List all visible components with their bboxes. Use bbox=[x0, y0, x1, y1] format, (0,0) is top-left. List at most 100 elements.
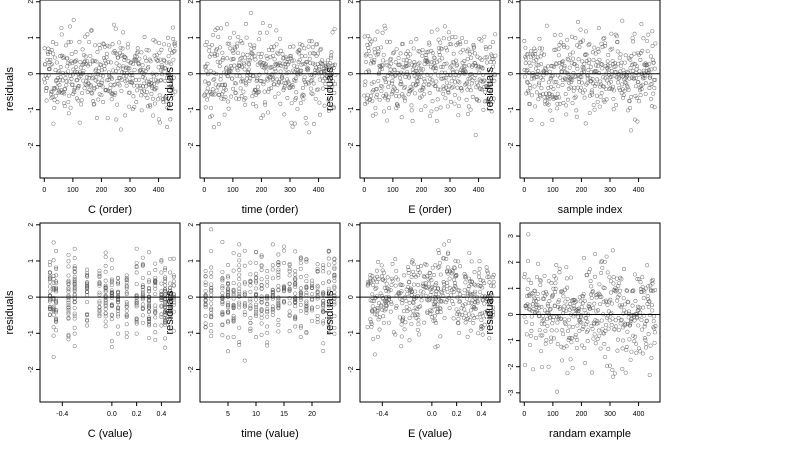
residual-point bbox=[124, 314, 129, 319]
residual-point bbox=[467, 284, 472, 289]
residual-point bbox=[628, 128, 633, 133]
residual-point bbox=[89, 28, 94, 33]
residual-point bbox=[65, 64, 70, 69]
residual-point bbox=[140, 275, 145, 280]
residual-point bbox=[310, 45, 315, 50]
residual-point bbox=[116, 309, 121, 314]
residual-point bbox=[585, 273, 590, 278]
residual-point bbox=[524, 68, 529, 73]
residual-point bbox=[588, 76, 593, 81]
residual-point bbox=[285, 77, 290, 82]
residual-point bbox=[463, 275, 468, 280]
residual-point bbox=[295, 106, 300, 111]
residual-point bbox=[538, 283, 543, 288]
residual-point bbox=[441, 84, 446, 89]
residual-point bbox=[137, 56, 142, 61]
residual-point bbox=[379, 303, 384, 308]
residual-point bbox=[153, 275, 158, 280]
residual-point bbox=[47, 274, 52, 279]
residual-point bbox=[480, 278, 485, 283]
plot-frame bbox=[39, 0, 181, 179]
residual-point bbox=[89, 28, 94, 33]
residual-point bbox=[624, 345, 629, 349]
residual-point bbox=[461, 293, 466, 298]
residual-point bbox=[482, 301, 487, 306]
residual-point bbox=[452, 266, 457, 271]
residual-point bbox=[112, 49, 117, 54]
residual-point bbox=[479, 324, 484, 328]
residual-point bbox=[97, 314, 102, 319]
residual-point bbox=[415, 311, 420, 316]
residual-point bbox=[438, 40, 443, 45]
residual-point bbox=[604, 87, 608, 92]
residual-point bbox=[276, 288, 281, 293]
residual-point bbox=[259, 79, 264, 83]
residual-point bbox=[447, 42, 452, 47]
residual-point bbox=[554, 95, 559, 100]
residual-point bbox=[557, 270, 562, 275]
residual-point bbox=[447, 285, 452, 290]
residual-point bbox=[282, 300, 286, 305]
residual-point bbox=[47, 270, 52, 275]
residual-point bbox=[163, 294, 168, 299]
residual-point bbox=[626, 108, 630, 113]
residual-point bbox=[418, 88, 423, 93]
residual-point bbox=[147, 250, 152, 255]
residual-point bbox=[103, 307, 108, 312]
residual-point bbox=[480, 332, 485, 337]
residual-point bbox=[160, 72, 164, 77]
residual-point bbox=[599, 61, 604, 66]
residual-point bbox=[436, 87, 440, 92]
residual-point bbox=[134, 270, 139, 275]
residual-point bbox=[332, 284, 337, 289]
residual-point bbox=[237, 289, 242, 294]
residual-point bbox=[372, 307, 377, 312]
residual-point bbox=[276, 260, 281, 265]
residual-point bbox=[488, 301, 493, 306]
residual-point bbox=[209, 227, 214, 232]
residual-point bbox=[633, 75, 638, 80]
residual-point bbox=[257, 37, 262, 42]
residual-point bbox=[373, 287, 378, 291]
residual-point bbox=[631, 288, 636, 293]
residual-point bbox=[161, 57, 166, 62]
residual-point bbox=[613, 64, 618, 69]
residual-point bbox=[66, 289, 71, 294]
residual-point bbox=[276, 269, 281, 274]
residual-point bbox=[456, 113, 461, 118]
residual-point bbox=[330, 30, 335, 35]
residual-point bbox=[64, 79, 69, 84]
residual-point bbox=[575, 66, 580, 71]
residual-point bbox=[220, 284, 225, 289]
residual-point bbox=[628, 57, 633, 62]
residual-point bbox=[390, 90, 395, 95]
residual-point bbox=[489, 52, 494, 57]
residual-point bbox=[493, 32, 498, 37]
x-tick-label: 0 bbox=[522, 411, 526, 418]
residual-point bbox=[432, 56, 437, 61]
residual-point bbox=[417, 60, 422, 65]
residual-point bbox=[99, 80, 104, 85]
residual-point bbox=[565, 56, 570, 61]
residual-point bbox=[162, 42, 166, 47]
residual-point bbox=[647, 299, 652, 304]
residual-point bbox=[571, 56, 576, 61]
residual-point bbox=[203, 298, 208, 303]
residual-point bbox=[321, 319, 326, 324]
residual-point bbox=[524, 332, 529, 337]
residual-point bbox=[550, 118, 555, 123]
residual-point bbox=[566, 328, 570, 333]
residual-point bbox=[454, 307, 459, 312]
residual-point bbox=[639, 318, 644, 323]
points-group bbox=[362, 23, 498, 138]
residual-point bbox=[522, 275, 527, 280]
residual-point bbox=[116, 314, 121, 319]
residual-point bbox=[650, 57, 655, 62]
residual-point bbox=[554, 328, 559, 333]
residual-point bbox=[259, 253, 264, 258]
residual-point bbox=[576, 308, 581, 313]
residual-point bbox=[545, 316, 550, 321]
residual-point bbox=[555, 101, 560, 106]
residual-point bbox=[146, 48, 151, 53]
residual-point bbox=[551, 318, 556, 323]
